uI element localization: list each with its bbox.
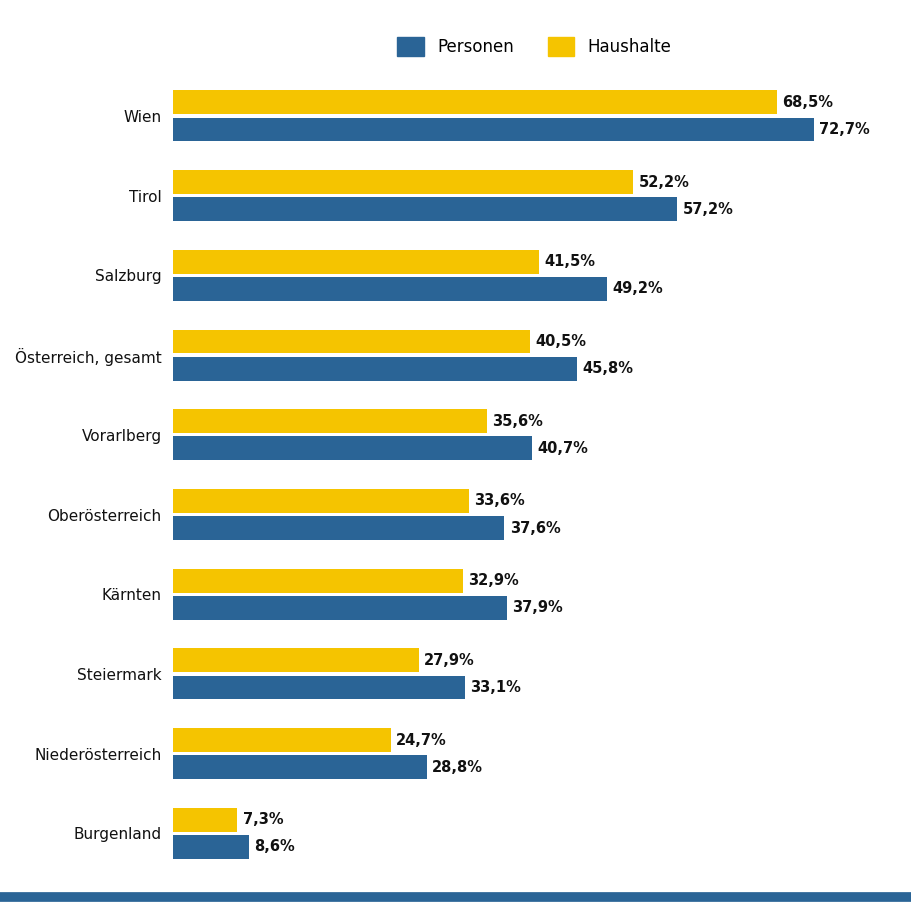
Text: 72,7%: 72,7% [819,122,870,137]
Bar [173,755,427,779]
Bar [173,357,577,381]
Bar [173,90,777,115]
Bar [173,728,391,752]
Text: 24,7%: 24,7% [396,732,446,748]
Text: 49,2%: 49,2% [612,281,663,296]
Text: 32,9%: 32,9% [468,573,519,589]
Text: 8,6%: 8,6% [254,839,295,855]
Bar [173,808,237,832]
Bar [173,489,469,513]
Bar [173,835,249,859]
Text: 68,5%: 68,5% [783,95,834,110]
Text: 37,6%: 37,6% [510,520,560,536]
Text: 40,7%: 40,7% [537,441,588,456]
Bar [173,330,530,353]
Bar [173,170,633,194]
Bar [173,676,465,700]
Bar [173,277,607,301]
Legend: Personen, Haushalte: Personen, Haushalte [397,36,671,56]
Text: 7,3%: 7,3% [242,813,283,827]
Text: 40,5%: 40,5% [536,334,587,349]
Bar [173,436,532,460]
Text: 27,9%: 27,9% [425,653,475,668]
Bar [173,118,814,141]
Bar [173,517,505,540]
Text: 37,9%: 37,9% [512,600,563,615]
Bar [173,409,486,434]
Text: 41,5%: 41,5% [544,254,595,270]
Text: 33,6%: 33,6% [475,494,526,508]
Text: 28,8%: 28,8% [432,760,483,774]
Text: 33,1%: 33,1% [470,680,521,695]
Bar [173,649,419,672]
Bar [173,568,463,593]
Bar [173,250,538,274]
Text: 52,2%: 52,2% [639,175,690,189]
Text: 57,2%: 57,2% [682,201,733,217]
Bar [173,198,677,221]
Text: 45,8%: 45,8% [582,361,633,376]
Text: 35,6%: 35,6% [492,414,543,429]
Bar [173,596,507,619]
